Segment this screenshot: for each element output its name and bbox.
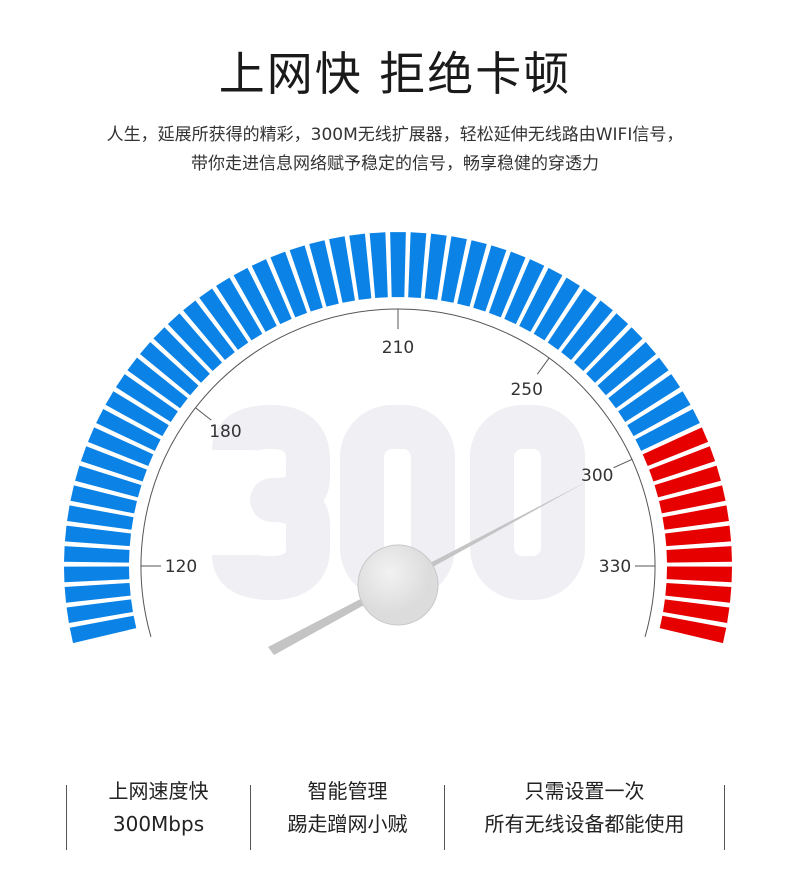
gauge-segment [153, 327, 210, 383]
gauge-segments [64, 232, 732, 644]
gauge-segment [441, 236, 467, 303]
gauge-segment [659, 615, 727, 644]
feature-title: 上网速度快 [108, 779, 209, 803]
gauge-segment [105, 391, 169, 437]
gauge-segment [390, 232, 406, 298]
feature-speed: 上网速度快 300Mbps [67, 775, 250, 850]
gauge-segment [586, 327, 643, 383]
gauge-segment [659, 485, 726, 514]
gauge-segment [488, 251, 526, 318]
gauge-tick-label: 250 [510, 380, 542, 400]
gauge-segment [662, 505, 729, 530]
gauge-segment [64, 546, 130, 563]
gauge-tick [536, 357, 550, 375]
gauge-tick-label: 120 [165, 557, 197, 577]
gauge-segment [183, 300, 235, 361]
gauge-segment [597, 342, 657, 396]
watermark-digit-0 [470, 405, 585, 600]
gauge-segment [547, 288, 597, 350]
gauge-segment [233, 267, 277, 332]
feature-desc: 踢走蹭网小贼 [287, 812, 408, 836]
speed-gauge: 120 180 210 250 300 330 [64, 232, 732, 655]
gauge-segment [561, 300, 613, 361]
gauge-segment [115, 374, 178, 422]
gauge-segment [408, 232, 427, 298]
divider [66, 785, 67, 850]
gauge-segment [329, 236, 355, 303]
gauge-tick-label: 180 [209, 422, 241, 442]
gauge-segment [251, 259, 292, 325]
gauge-segment [666, 566, 732, 583]
gauge-segment [64, 525, 131, 547]
gauge-segment [519, 267, 563, 332]
gauge-tick-label: 330 [599, 557, 631, 577]
divider [250, 785, 251, 850]
gauge-tick-label: 210 [382, 338, 414, 358]
subtitle-line-1: 人生，延展所获得的精彩，300M无线扩展器，轻松延伸无线路由WIFI信号， [106, 125, 684, 145]
gauge-segment [635, 408, 700, 451]
gauge-segment [666, 546, 732, 563]
gauge-segment [627, 391, 691, 437]
gauge-segment [665, 582, 732, 603]
feature-setup: 只需设置一次 所有无线设备都能使用 [445, 775, 724, 850]
gauge-inner-arc [140, 308, 656, 637]
gauge-segment [87, 427, 154, 467]
gauge-tick [613, 458, 633, 469]
gauge-segment [665, 525, 732, 547]
gauge-segment [649, 446, 716, 482]
gauge-segment [309, 240, 339, 307]
gauge-segment [69, 615, 137, 644]
watermark-digit-3 [212, 405, 330, 600]
gauge-segment [139, 342, 199, 396]
gauge-segment [349, 233, 372, 300]
gauge-segment [80, 446, 147, 482]
gauge-segment [64, 582, 131, 603]
gauge-tick-label: 300 [581, 466, 613, 486]
gauge-segment [270, 251, 308, 318]
gauge-segment [369, 232, 388, 298]
gauge-segment [66, 599, 133, 624]
gauge-segment [608, 357, 669, 409]
feature-desc: 300Mbps [112, 812, 205, 836]
gauge-segment [96, 408, 161, 451]
gauge-segment [70, 485, 137, 514]
gauge-segment [573, 313, 629, 372]
gauge-segment [289, 245, 323, 312]
page-title: 上网快 拒绝卡顿 [218, 47, 572, 101]
feature-management: 智能管理 踢走蹭网小贼 [251, 775, 444, 850]
gauge-segment [457, 240, 487, 307]
divider [444, 785, 445, 850]
subtitle-line-2: 带你走进信息网络赋予稳定的信号，畅享稳健的穿透力 [191, 154, 599, 174]
gauge-ticks: 120 180 210 250 300 330 [141, 309, 655, 577]
gauge-segment [64, 566, 130, 583]
gauge-segment [618, 374, 681, 422]
gauge-segment [127, 357, 188, 409]
gauge-segment [424, 233, 447, 300]
gauge-segment [663, 599, 730, 624]
gauge-segment [67, 505, 134, 530]
gauge-segment [654, 465, 721, 498]
gauge-segment [642, 427, 709, 467]
gauge-segment [199, 288, 249, 350]
gauge-knob [357, 544, 439, 626]
gauge-segment [75, 465, 142, 498]
gauge-segment [473, 245, 507, 312]
gauge-tick [195, 407, 212, 421]
feature-title: 只需设置一次 [524, 779, 645, 803]
gauge-segment [167, 313, 223, 372]
gauge-segment [533, 277, 580, 341]
gauge-segment [216, 277, 263, 341]
feature-title: 智能管理 [307, 779, 388, 803]
divider [724, 785, 725, 850]
feature-desc: 所有无线设备都能使用 [484, 812, 685, 836]
gauge-segment [504, 259, 545, 325]
